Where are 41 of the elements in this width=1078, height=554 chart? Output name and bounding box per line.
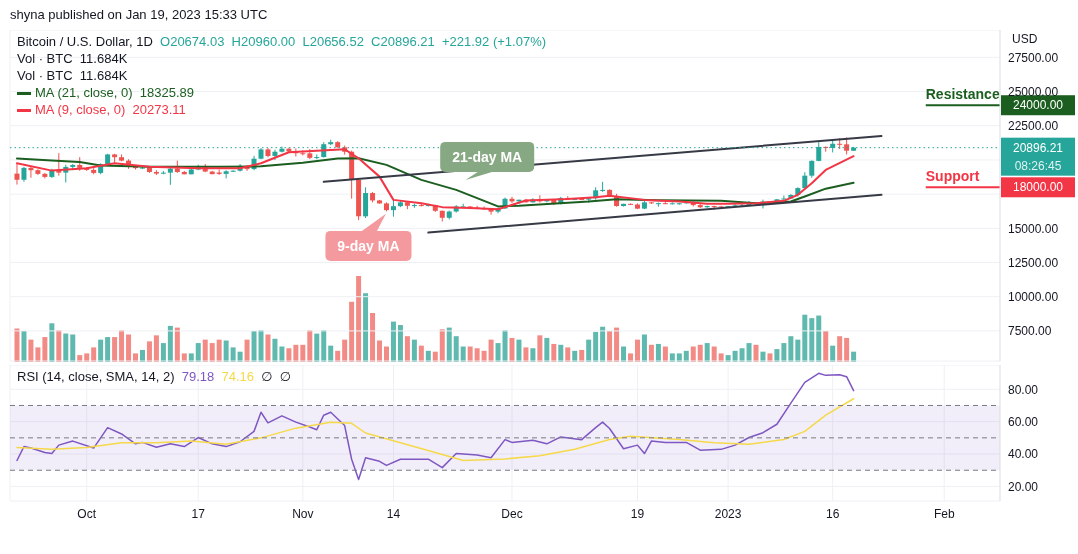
y-tick-label: 80.00 [1008, 382, 1039, 397]
annotation: 20273.11 [132, 102, 186, 117]
text: 24000.00 [1012, 98, 1064, 113]
x-tick-label: Dec [501, 506, 523, 521]
annotation: 18325.89 [139, 85, 195, 100]
y-tick-label: 15000.00 [1008, 221, 1059, 236]
y-tick-label: 20.00 [1008, 479, 1039, 494]
annotation: 9-day MA [337, 237, 400, 254]
chart-title: RSI (14, close, SMA, 14, 2) [17, 369, 175, 384]
text: 18000.00 [1012, 180, 1064, 195]
y-tick-label: 22500.00 [1008, 119, 1059, 133]
text: 08:26:45 [1014, 158, 1062, 173]
y-tick-label: 60.00 [1008, 414, 1039, 429]
annotation: Vol · BTC 11.684K [17, 50, 129, 67]
annotation: Vol · BTC 11.684K [17, 67, 129, 84]
x-tick-label: Feb [933, 506, 955, 521]
y-axis-title: USD [1012, 32, 1038, 46]
chart-title: Bitcoin / U.S. Dollar, 1D [17, 34, 153, 49]
annotation: 74.16 [220, 369, 255, 384]
y-tick-label: 7500.00 [1008, 324, 1052, 339]
x-tick-label: 17 [191, 506, 206, 521]
text: shyna published on Jan 19, 2023 15:33 UTC [10, 6, 268, 23]
annotation: 21-day MA [452, 148, 523, 165]
y-tick-label: 40.00 [1008, 447, 1039, 462]
legend-label: MA (21, close, 0) [35, 85, 133, 100]
y-tick-label: 10000.00 [1008, 289, 1059, 304]
ref-line-label: Support [925, 168, 980, 185]
legend-label: MA (9, close, 0) [35, 102, 126, 117]
x-tick-label: 14 [386, 506, 401, 521]
annotation: 79.18 [180, 369, 215, 384]
y-tick-label: 12500.00 [1008, 255, 1059, 270]
x-tick-label: Oct [77, 506, 97, 521]
x-tick-label: Nov [292, 506, 314, 521]
annotation: ∅ ∅ [260, 369, 292, 384]
ref-line-label: Resistance [925, 86, 1000, 103]
x-tick-label: 19 [630, 506, 645, 521]
x-tick-label: 16 [826, 506, 840, 521]
annotation: O20674.03 H20960.00 L20656.52 C20896.21 +221.92 (+1.07%) [159, 34, 547, 49]
text: 20896.21 [1012, 140, 1064, 155]
x-tick-label: 2023 [714, 506, 742, 521]
y-tick-label: 27500.00 [1008, 50, 1059, 65]
